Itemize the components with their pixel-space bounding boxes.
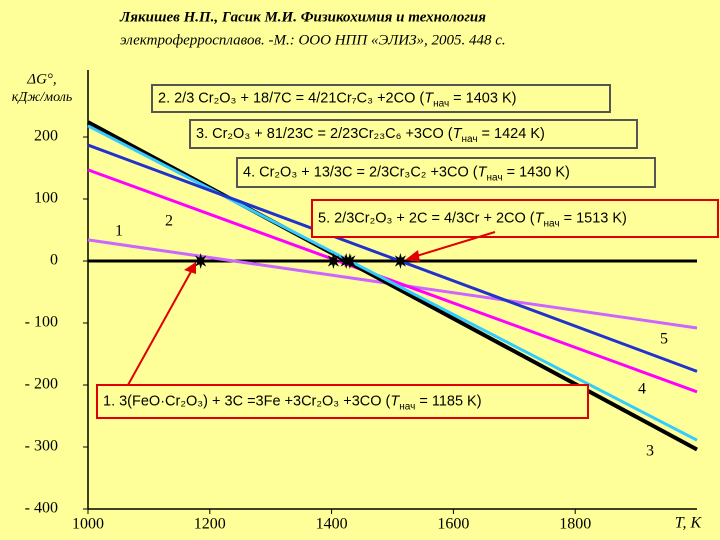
annotation-part: 3. Cr₂O₃ + 81/23C = 2/23Cr₂₃C₆ +3CO (	[196, 126, 453, 142]
annotation-text: 5. 2/3Cr₂O₃ + 2C = 4/3Cr + 2CO (Tнач = 1…	[318, 210, 627, 229]
crossing-point	[392, 253, 409, 269]
annotation-text: 4. Cr₂O₃ + 13/3C = 2/3Cr₃C₂ +3CO (Tнач =…	[243, 164, 570, 183]
annotation-part: 1. 3(FeO·Cr₂O₃) + 3C =3Fe +3Cr₂O₃ +3CO (	[103, 393, 391, 409]
x-tick-label: 1400	[316, 516, 348, 533]
crossing-point	[325, 253, 342, 269]
x-tick-label: 1200	[194, 516, 226, 533]
y-tick-label: - 200	[25, 376, 58, 393]
annotation-box	[151, 84, 611, 113]
series-label: 5	[660, 331, 668, 348]
annotation-part: нач	[433, 99, 449, 110]
series-label: 2	[165, 213, 173, 230]
arrow	[127, 267, 194, 386]
chart-title: электроферросплавов. -М.: ООО НПП «ЭЛИЗ»…	[120, 32, 506, 48]
annotation-part: 4. Cr₂O₃ + 13/3C = 2/3Cr₃C₂ +3CO (	[243, 164, 478, 180]
y-tick-label: 0	[50, 252, 58, 269]
x-axis-label: T, K	[675, 515, 703, 532]
y-axis-label: ΔG°,	[26, 71, 56, 87]
y-tick-label: 200	[34, 128, 58, 145]
annotation-part: нач	[486, 173, 502, 184]
y-axis-label: кДж/моль	[12, 90, 72, 105]
annotation-part: = 1185 K)	[415, 393, 481, 409]
annotation-text: 3. Cr₂O₃ + 81/23C = 2/23Cr₂₃C₆ +3CO (Tна…	[196, 126, 545, 145]
annotation-part: нач	[399, 402, 415, 413]
annotation-part: T	[424, 90, 434, 106]
annotation-part: = 1424 K)	[478, 126, 545, 142]
series-line	[87, 143, 698, 373]
series-label: 3	[646, 443, 654, 460]
annotation-box	[189, 119, 638, 149]
y-tick-label: - 100	[25, 314, 58, 331]
annotation-text: 1. 3(FeO·Cr₂O₃) + 3C =3Fe +3Cr₂O₃ +3CO (…	[103, 393, 482, 412]
x-tick-label: 1600	[437, 516, 469, 533]
series-label: 1	[115, 223, 123, 240]
annotation-part: нач	[461, 134, 477, 145]
annotation-part: T	[535, 210, 545, 226]
arrow	[409, 231, 496, 259]
annotation-part: 2. 2/3 Cr₂O₃ + 18/7C = 4/21Cr₇C₃ +2CO (	[158, 90, 424, 106]
y-tick-label: - 400	[25, 500, 58, 517]
annotation-part: = 1430 K)	[503, 164, 570, 180]
crossing-point	[192, 253, 209, 269]
annotation-part: T	[390, 393, 400, 409]
annotations: 2. 2/3 Cr₂O₃ + 18/7C = 4/21Cr₇C₃ +2CO (T…	[96, 84, 719, 419]
annotation-box	[96, 384, 589, 419]
annotation-box	[236, 157, 656, 188]
crossing-point	[341, 253, 358, 269]
x-tick-label: 1000	[72, 516, 104, 533]
annotation-part: = 1513 K)	[560, 210, 627, 226]
annotation-part: нач	[544, 219, 560, 230]
arrow-head	[184, 262, 196, 274]
y-tick-label: - 300	[25, 438, 58, 455]
annotation-part: = 1403 K)	[449, 90, 516, 106]
arrow-head	[405, 250, 420, 262]
series-line	[87, 124, 698, 442]
annotation-part: T	[453, 126, 463, 142]
chart-title: Лякишев Н.П., Гасик М.И. Физикохимия и т…	[119, 9, 486, 25]
annotation-text: 2. 2/3 Cr₂O₃ + 18/7C = 4/21Cr₇C₃ +2CO (T…	[158, 90, 516, 109]
y-tick-label: 100	[34, 190, 58, 207]
x-tick-label: 1800	[559, 516, 591, 533]
annotation-part: 5. 2/3Cr₂O₃ + 2C = 4/3Cr + 2CO (	[318, 210, 535, 226]
series-line	[87, 168, 698, 394]
annotation-box	[311, 199, 719, 238]
series-label: 4	[638, 381, 646, 398]
annotation-part: T	[478, 164, 488, 180]
